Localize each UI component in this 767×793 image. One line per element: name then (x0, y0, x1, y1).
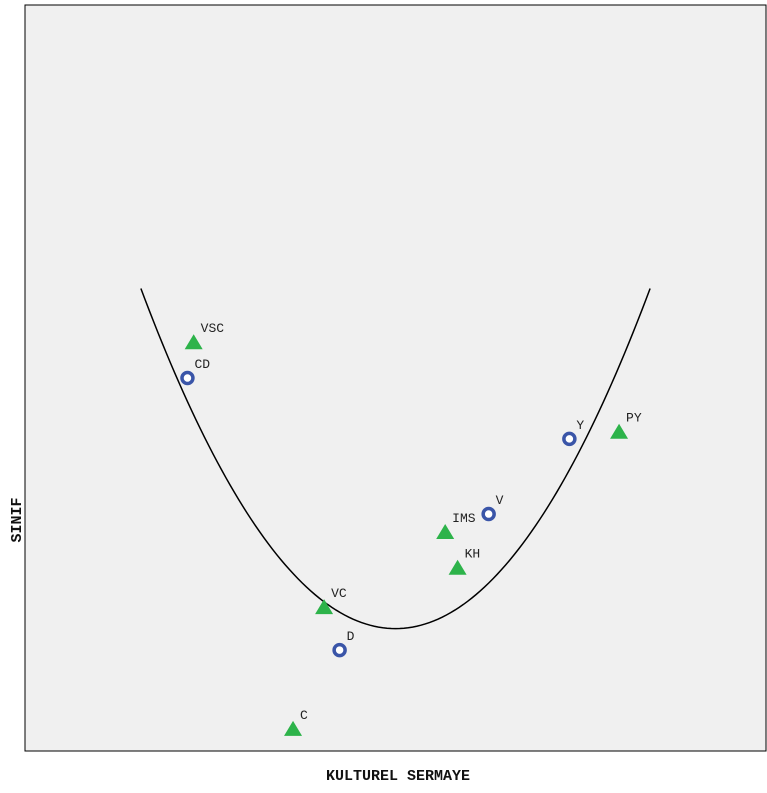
fitted-curve (140, 288, 651, 630)
point-label: C (300, 708, 308, 723)
point-ims: IMS (436, 511, 476, 539)
point-y: Y (562, 418, 584, 447)
point-label: V (496, 493, 504, 508)
point-label: D (347, 629, 355, 644)
point-v: V (481, 493, 504, 522)
point-c: C (284, 708, 308, 736)
point-label: PY (626, 411, 642, 426)
triangle-marker (284, 720, 303, 736)
triangle-marker (315, 599, 334, 615)
points-layer: CD D V Y VSC VC C IMS KH PY (180, 321, 642, 736)
triangle-marker (436, 523, 455, 539)
triangle-marker (610, 423, 629, 439)
point-vc: VC (315, 586, 347, 615)
curve-layer (140, 288, 651, 630)
circle-marker (180, 370, 195, 386)
point-cd: CD (180, 357, 210, 386)
point-py: PY (610, 411, 642, 439)
point-vsc: VSC (184, 321, 225, 350)
plot-area (24, 4, 767, 752)
y-axis-title: SINIF (9, 497, 26, 542)
point-label: VC (331, 586, 347, 601)
circle-marker (332, 642, 347, 658)
x-axis-title: KULTUREL SERMAYE (326, 768, 470, 785)
point-label: VSC (201, 321, 225, 336)
point-label: KH (465, 547, 481, 562)
circle-marker (481, 506, 496, 522)
point-d: D (332, 629, 355, 658)
point-kh: KH (448, 547, 481, 575)
triangle-marker (448, 559, 467, 575)
point-label: CD (194, 357, 210, 372)
point-label: Y (576, 418, 584, 433)
circle-marker (562, 431, 577, 447)
point-label: IMS (452, 511, 476, 526)
triangle-marker (184, 334, 203, 350)
